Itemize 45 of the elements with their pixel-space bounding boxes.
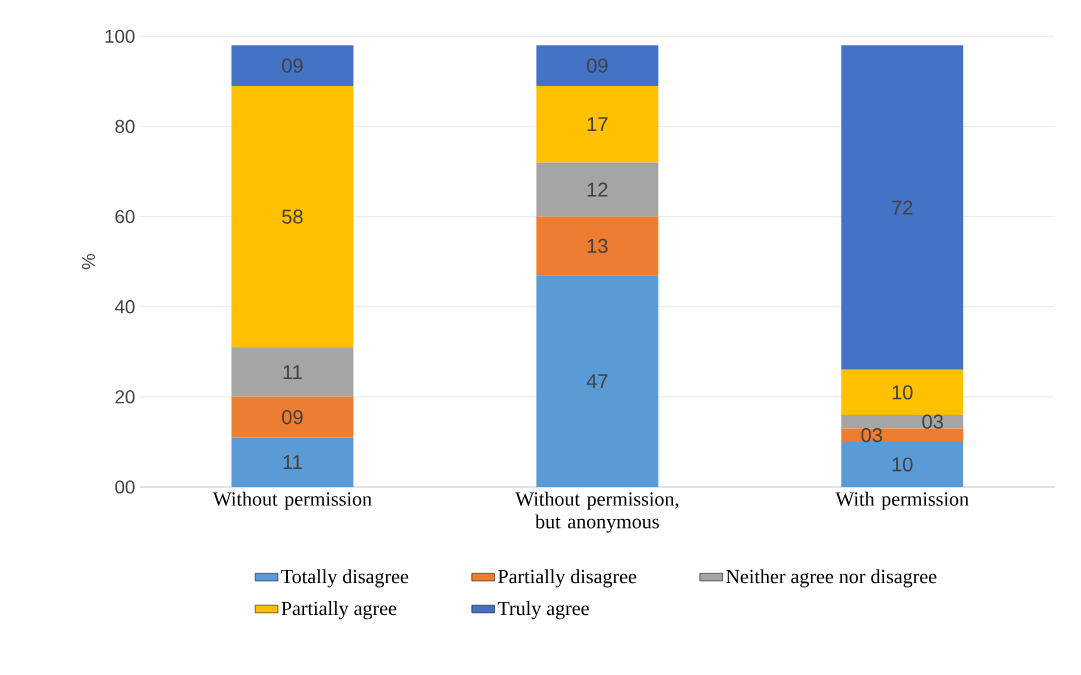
y-tick-label: 20 — [115, 390, 135, 404]
bar — [536, 216, 659, 276]
bar — [231, 437, 354, 487]
data-label: 03 — [922, 414, 943, 429]
legend-label: Neither agree nor disagree — [726, 569, 937, 588]
data-label: 11 — [283, 455, 302, 470]
legend-label: Partially agree — [281, 601, 397, 620]
bar — [231, 396, 354, 438]
data-label: 11 — [283, 365, 302, 379]
x-tick-label: Without permission — [212, 491, 372, 510]
data-label: 17 — [587, 117, 608, 132]
data-label: 09 — [586, 58, 608, 73]
data-label: 09 — [282, 410, 303, 425]
legend-label: Partially disagree — [498, 569, 637, 588]
x-tick-label: Without permission, but anonymous — [515, 491, 679, 533]
data-label: 09 — [282, 58, 303, 73]
bar — [841, 441, 964, 487]
x-tick-label: With permission — [835, 491, 969, 510]
legend-label: Totally disagree — [281, 569, 409, 588]
bar — [536, 162, 659, 217]
y-axis-title: % — [81, 254, 95, 270]
bar — [231, 85, 354, 348]
bar — [536, 45, 659, 86]
y-tick-label: 60 — [115, 209, 135, 224]
bar — [841, 45, 964, 370]
y-tick-label: 00 — [115, 480, 135, 494]
y-tick-label: 100 — [105, 29, 135, 43]
data-label: 10 — [892, 385, 913, 400]
data-label: 58 — [282, 209, 303, 224]
bar — [536, 275, 659, 487]
legend-label: Truly agree — [497, 601, 589, 620]
data-label: 03 — [861, 428, 882, 443]
bar — [841, 414, 964, 429]
y-tick-label: 40 — [114, 300, 135, 314]
bar — [231, 45, 354, 86]
y-tick-label: 80 — [115, 119, 135, 134]
bar — [841, 428, 964, 442]
bar — [536, 85, 659, 163]
data-label: 47 — [586, 374, 608, 388]
data-label: 12 — [587, 182, 608, 197]
data-label: 13 — [587, 238, 608, 253]
data-label: 10 — [892, 457, 913, 472]
bar — [841, 369, 964, 415]
bar — [231, 347, 354, 397]
data-label: 72 — [892, 200, 913, 215]
